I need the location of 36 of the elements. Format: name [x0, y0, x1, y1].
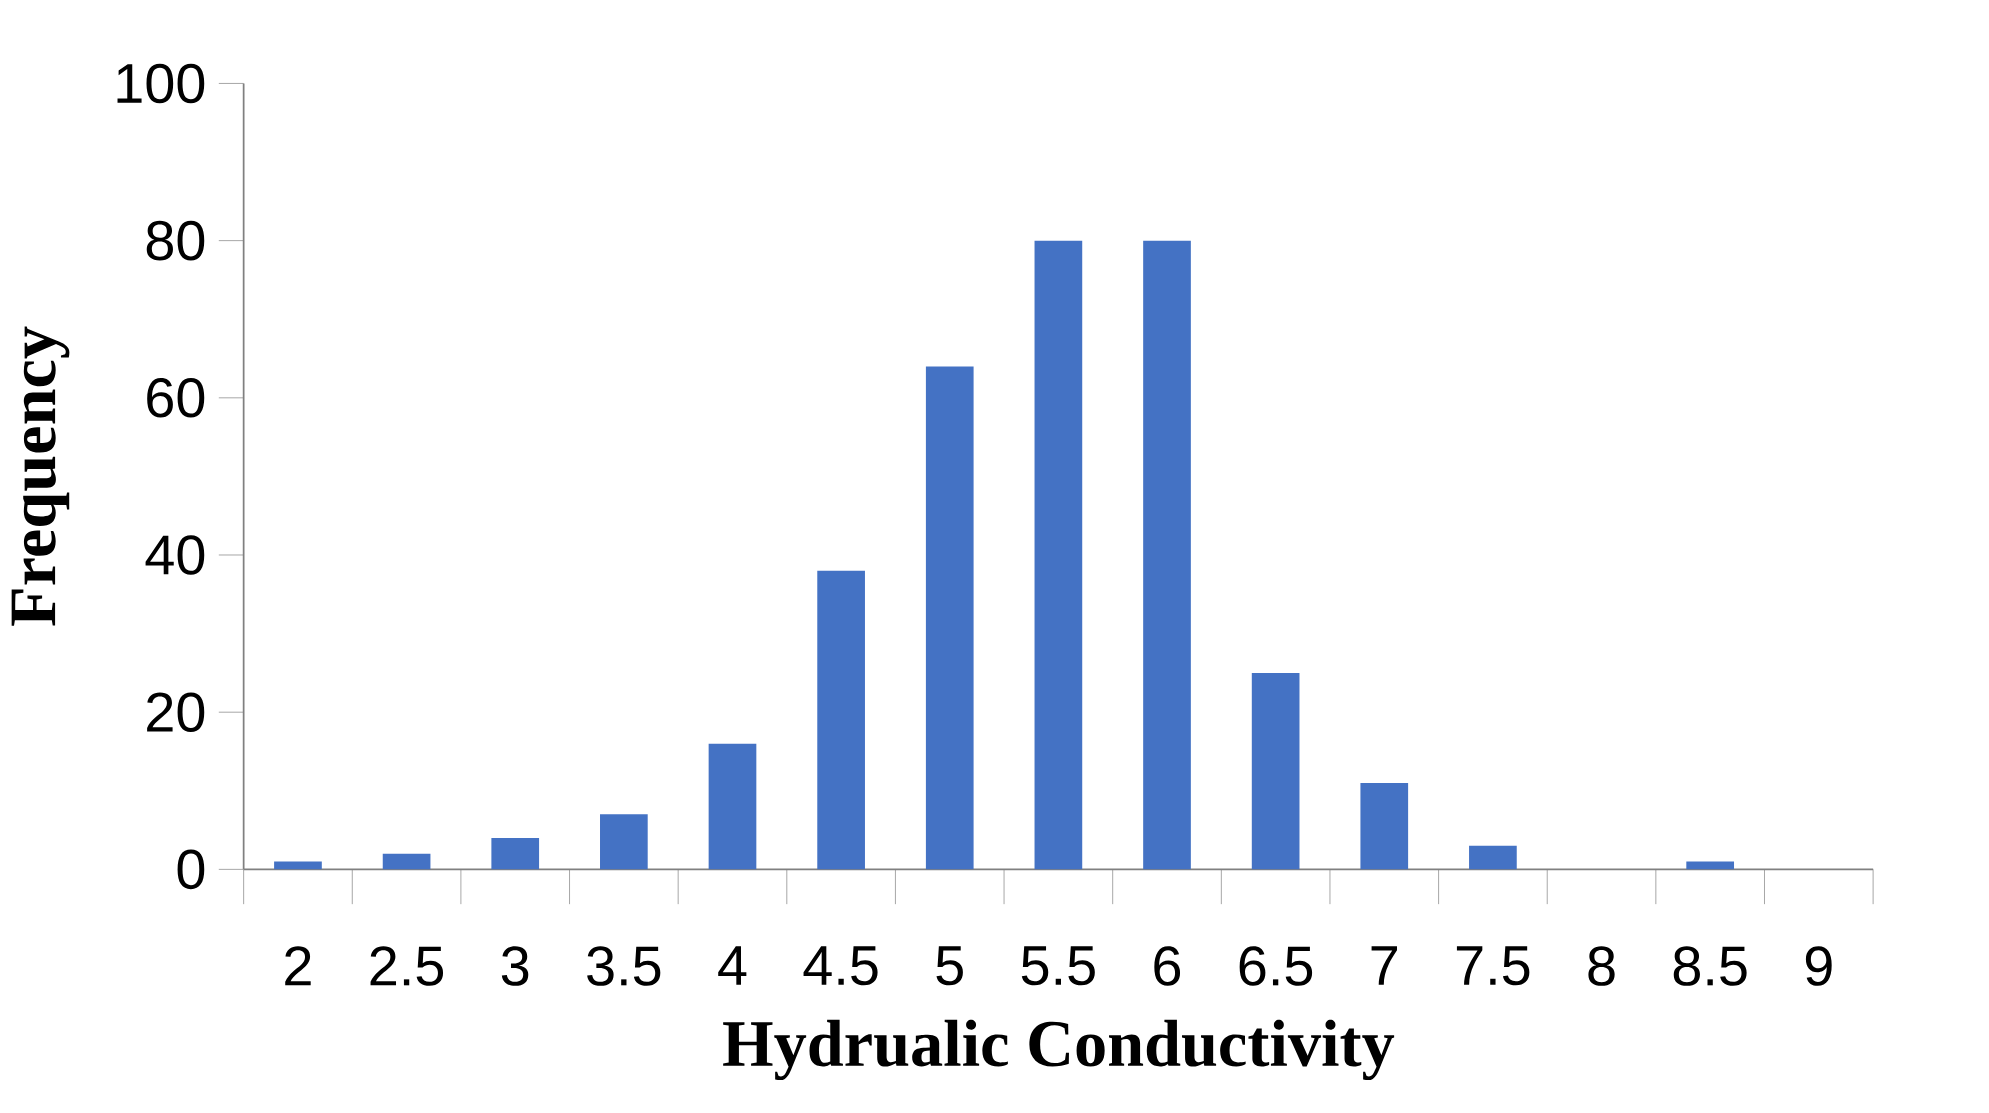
bar	[925, 366, 974, 870]
bar	[274, 861, 322, 870]
x-tick-label: 3	[501, 946, 529, 986]
x-tick-label: 4.5	[803, 946, 878, 986]
y-tick-label: 80	[146, 220, 205, 261]
bar	[1251, 672, 1300, 870]
y-tick-label: 100	[117, 63, 205, 104]
x-tick-label: 6.5	[1239, 946, 1313, 986]
bar	[491, 838, 540, 870]
x-tick-label: 7	[1371, 946, 1397, 985]
x-axis-title: Hydrualic Conductivity	[723, 1019, 1395, 1081]
bar	[1034, 240, 1083, 870]
x-tick-label: 4	[718, 946, 747, 985]
y-axis-title: Frequency	[11, 326, 70, 626]
x-tick-label: 3.5	[587, 946, 661, 986]
x-tick-label: 2.5	[370, 946, 444, 986]
y-tick-label: 60	[147, 378, 205, 418]
bar	[600, 814, 648, 870]
x-tick-label: 5	[936, 946, 963, 986]
y-tick-label: 40	[145, 535, 205, 575]
bar	[1360, 783, 1409, 870]
x-tick-label: 8.5	[1673, 946, 1747, 986]
y-tick-label: 20	[147, 692, 205, 733]
bar	[817, 570, 865, 870]
x-tick-label: 2	[285, 946, 311, 986]
bar	[1469, 845, 1517, 870]
bar	[708, 743, 757, 870]
x-tick-label: 8	[1588, 946, 1615, 986]
x-tick-label: 6	[1154, 946, 1181, 986]
bar	[1686, 861, 1735, 870]
y-tick-label: 0	[177, 849, 205, 890]
bar	[1143, 240, 1191, 870]
x-tick-label: 9	[1805, 946, 1832, 986]
x-tick-label: 7.5	[1456, 946, 1530, 986]
x-tick-label: 5.5	[1021, 946, 1095, 986]
bar	[382, 853, 431, 870]
